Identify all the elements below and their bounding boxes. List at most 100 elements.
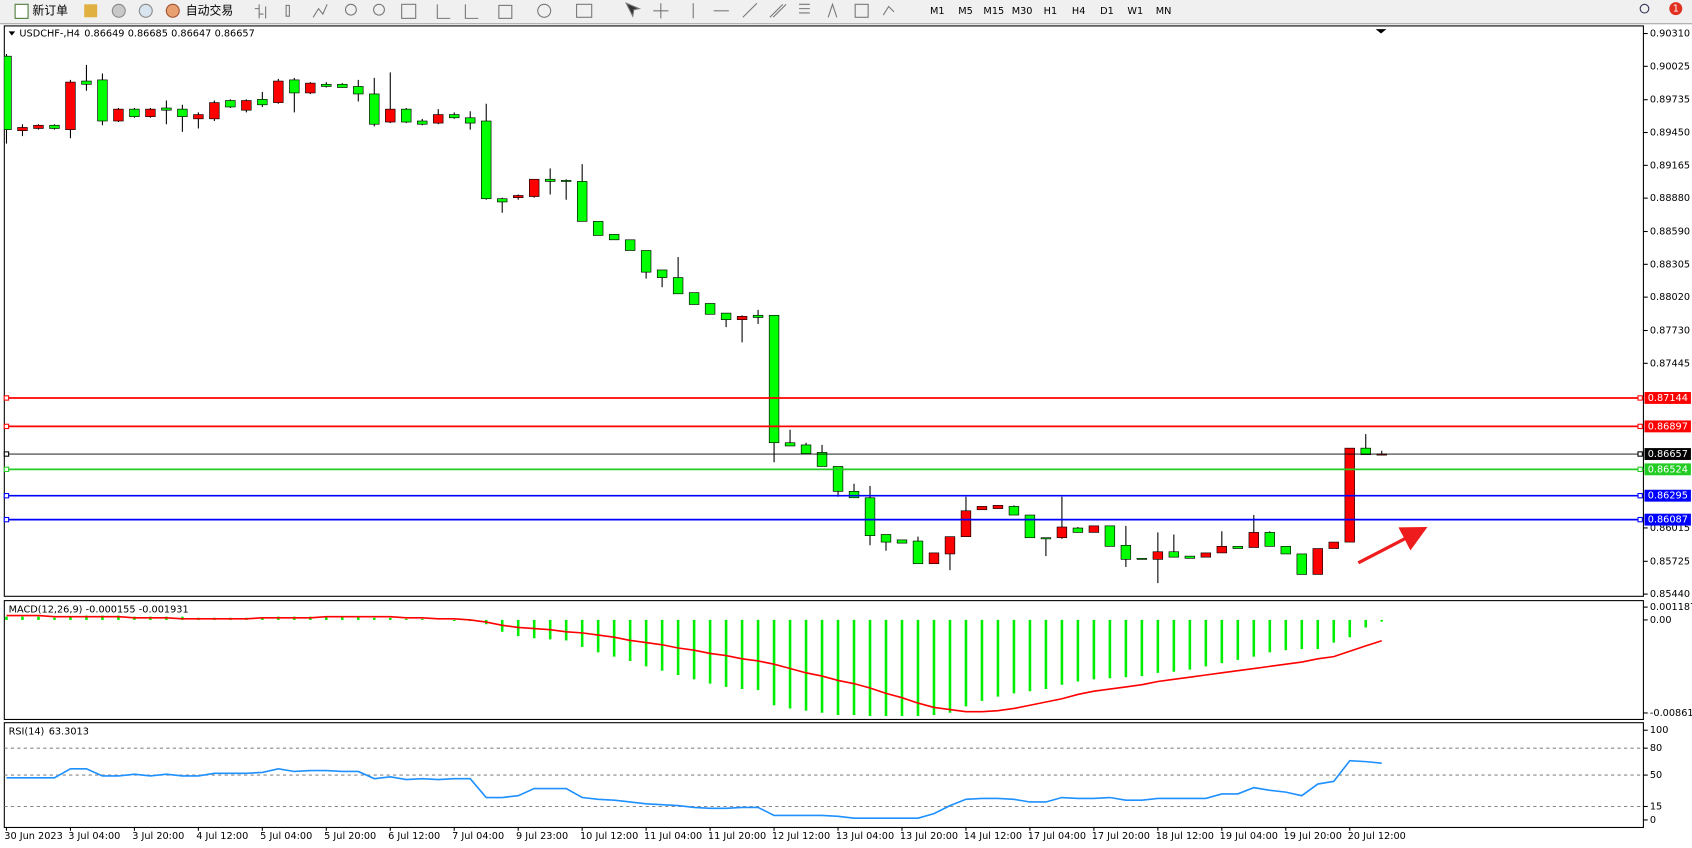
icon[interactable] <box>625 2 642 18</box>
icon[interactable] <box>799 3 810 14</box>
x-tick-label: 19 Jul 20:00 <box>1284 831 1342 842</box>
x-tick-label: 12 Jul 12:00 <box>772 831 830 842</box>
timeframe-button[interactable]: H1 <box>1044 6 1057 17</box>
icon[interactable] <box>344 3 357 16</box>
icon[interactable] <box>138 3 153 18</box>
timeframe-button[interactable]: MN <box>1156 6 1172 17</box>
icon[interactable] <box>254 4 267 19</box>
icon[interactable] <box>285 4 290 17</box>
candle-body <box>608 234 620 241</box>
candle-body <box>1120 544 1132 560</box>
icon[interactable] <box>769 3 787 18</box>
candle-body <box>592 221 604 236</box>
high-value: 0.86685 <box>128 28 168 39</box>
icon[interactable] <box>312 4 328 18</box>
search-icon[interactable] <box>1639 3 1650 14</box>
candle-body <box>864 497 876 536</box>
icon[interactable] <box>464 4 479 19</box>
line-anchor <box>1637 451 1643 457</box>
line-anchor <box>3 466 10 473</box>
symbol-marker <box>8 31 16 36</box>
icon[interactable] <box>436 4 451 19</box>
icon[interactable] <box>854 3 869 18</box>
y-tick-label: 0.85725 <box>1650 556 1690 567</box>
y-tick-label: 80 <box>1650 743 1662 754</box>
candle-body <box>960 510 972 537</box>
timeframe-button[interactable]: W1 <box>1127 6 1143 17</box>
price-label: 0.86524 <box>1648 464 1688 475</box>
x-tick-label: 20 Jul 12:00 <box>1348 831 1406 842</box>
candle-body <box>1328 541 1339 549</box>
timeframe-button[interactable]: M30 <box>1012 6 1033 17</box>
candle-body <box>1184 555 1196 559</box>
icon[interactable] <box>742 2 758 18</box>
candle-body <box>1168 551 1180 558</box>
x-tick-label: 11 Jul 20:00 <box>708 831 766 842</box>
x-tick-label: 13 Jul 20:00 <box>900 831 958 842</box>
candle-body <box>848 490 860 499</box>
candle-body <box>672 277 684 295</box>
candle-body <box>193 114 204 120</box>
candle-body <box>1024 514 1036 539</box>
icon[interactable] <box>401 3 417 19</box>
icon[interactable] <box>827 2 838 18</box>
candle-body <box>1056 526 1068 539</box>
icon[interactable] <box>537 3 552 18</box>
y-tick-label: 0 <box>1650 815 1656 826</box>
candle-body <box>209 102 220 120</box>
rsi-header: RSI(14) 63.3013 <box>9 726 89 737</box>
price-label-box <box>1644 392 1691 404</box>
indicator-line <box>6 759 1382 819</box>
candle-body <box>784 442 796 447</box>
new-order-button[interactable]: 新订单 <box>14 3 68 19</box>
candle-body <box>321 83 332 87</box>
y-tick-label: 100 <box>1650 725 1669 736</box>
candle-body <box>752 314 764 318</box>
timeframe-button[interactable]: M5 <box>958 6 973 17</box>
candle-body <box>33 124 44 129</box>
candle-body <box>81 80 92 85</box>
x-tick-label: 5 Jul 04:00 <box>260 831 312 842</box>
y-tick-label: 0.89165 <box>1650 160 1690 171</box>
timeframe-button[interactable]: H4 <box>1072 6 1085 17</box>
candle-body <box>65 81 76 130</box>
y-tick-label: 15 <box>1650 801 1662 812</box>
button-label: 自动交易 <box>186 3 233 17</box>
candle-body <box>736 316 748 321</box>
candle-body <box>433 114 444 124</box>
notification-badge[interactable] <box>1669 2 1683 16</box>
candle-body <box>1104 525 1116 547</box>
rsi-value: 63.3013 <box>49 726 89 737</box>
timeframe-button[interactable]: M1 <box>930 6 945 17</box>
y-tick-label: 0.88305 <box>1650 259 1690 270</box>
timeframe-bar: M1 M5 M15 M30 H1 H4 D1 W1 MN <box>930 6 1171 17</box>
toolbar-icons[interactable] <box>254 2 895 19</box>
timeframe-button[interactable]: D1 <box>1100 6 1114 17</box>
timeframe-button[interactable]: M15 <box>983 6 1004 17</box>
icon[interactable] <box>882 5 895 16</box>
candles <box>4 54 1387 584</box>
candle-body <box>465 117 476 124</box>
line-anchor <box>1637 492 1643 499</box>
y-tick-label: 0.001187 <box>1650 602 1692 613</box>
candle-body <box>1200 552 1212 558</box>
line-anchor <box>1637 516 1643 523</box>
candle-body <box>832 466 844 492</box>
price-label: 0.86897 <box>1648 421 1688 432</box>
icon[interactable] <box>84 4 98 18</box>
icon[interactable] <box>111 3 126 18</box>
candle-body <box>49 124 60 129</box>
icon[interactable] <box>653 3 669 19</box>
button-label: 新订单 <box>32 3 68 17</box>
x-tick-label: 4 Jul 12:00 <box>196 831 248 842</box>
y-tick-label: 0.89450 <box>1650 128 1690 139</box>
icon[interactable] <box>373 3 385 16</box>
candle-body <box>337 83 348 88</box>
annotation-arrow <box>1357 527 1428 565</box>
x-tick-label: 18 Jul 12:00 <box>1156 831 1214 842</box>
icon[interactable] <box>498 4 513 19</box>
auto-trading-button[interactable]: 自动交易 <box>165 3 233 18</box>
icon[interactable] <box>576 3 593 18</box>
